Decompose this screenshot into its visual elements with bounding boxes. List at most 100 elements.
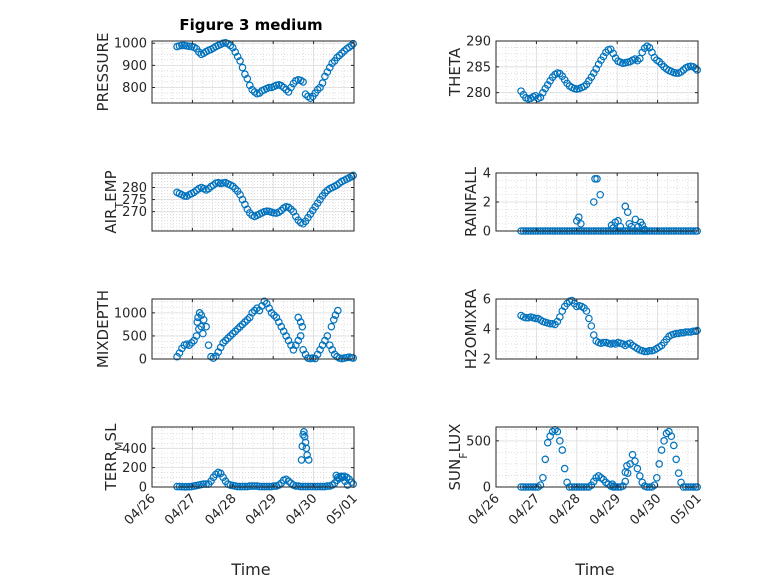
subplot-terr-msl: 0 200 400 04/26 04/27 04/28 04/29 04/30 05/01 TER…: [102, 423, 361, 528]
data-point: [328, 59, 336, 67]
data-point: [645, 346, 654, 355]
data-point: [343, 481, 352, 489]
data-point: [233, 325, 242, 333]
data-point: [248, 85, 256, 94]
data-point: [634, 222, 643, 231]
x-tick-label: 04/29: [243, 491, 280, 528]
data-point: [553, 427, 562, 436]
data-point: [195, 309, 204, 317]
data-point: [672, 455, 680, 464]
y-axis-label: TERRMSL: [102, 423, 126, 492]
data-point: [575, 213, 583, 222]
data-point: [341, 477, 349, 485]
data-point: [593, 175, 601, 183]
data-point: [599, 52, 608, 61]
y-tick-label: 800: [122, 81, 147, 96]
data-point: [221, 336, 230, 345]
data-point: [589, 69, 598, 77]
data-point: [187, 339, 196, 347]
data-point: [323, 332, 332, 340]
data-point: [265, 83, 273, 92]
data-point: [236, 322, 244, 331]
data-point: [628, 450, 637, 459]
data-point: [250, 482, 259, 490]
data-point: [587, 73, 596, 81]
data-point: [178, 41, 186, 50]
y-tick-label: 2: [483, 196, 491, 211]
x-axis-label-left: Time: [230, 560, 270, 579]
data-point: [539, 473, 547, 482]
data-point: [226, 332, 235, 340]
data-point: [297, 456, 306, 464]
data-point: [539, 88, 547, 97]
y-tick-label: 500: [466, 434, 491, 449]
data-point: [638, 48, 647, 57]
data-point: [195, 325, 203, 333]
y-tick-label: 0: [139, 481, 147, 496]
data-point: [303, 451, 311, 459]
y-tick-label: 2: [483, 353, 491, 368]
data-point: [667, 432, 676, 441]
data-point: [640, 225, 649, 234]
axes-box: [151, 40, 355, 104]
data-point: [522, 313, 530, 322]
data-point: [349, 39, 357, 48]
data-point: [299, 78, 307, 86]
data-point: [691, 64, 700, 73]
data-point: [594, 60, 603, 69]
data-point: [277, 206, 286, 215]
data-point: [657, 446, 666, 454]
y-tick-label: 4: [483, 323, 491, 338]
y-tick-label: 4: [483, 167, 491, 182]
data-point: [292, 482, 300, 490]
data-point: [219, 179, 227, 187]
data-point: [323, 482, 332, 490]
data-point: [631, 457, 639, 465]
data-point: [672, 69, 680, 77]
data-point: [655, 460, 664, 468]
axes-box: [151, 172, 355, 232]
data-point: [689, 327, 697, 336]
data-point: [340, 47, 349, 55]
data-point: [270, 209, 278, 217]
data-point: [669, 441, 678, 450]
data-point: [204, 184, 213, 193]
data-point: [231, 184, 240, 193]
data-point: [623, 461, 631, 470]
data-point: [270, 311, 278, 319]
axes-box: [151, 426, 355, 488]
data-point: [248, 482, 256, 490]
data-point: [329, 315, 338, 324]
data-point: [199, 329, 207, 338]
data-point: [300, 428, 308, 436]
data-point: [238, 320, 247, 329]
data-point: [640, 347, 649, 356]
data-point: [338, 473, 347, 482]
x-tick-label: 04/27: [162, 491, 199, 528]
data-point: [313, 85, 322, 94]
y-tick-label: 900: [122, 59, 147, 74]
data-point: [287, 83, 295, 92]
data-point: [236, 57, 244, 65]
x-tick-label: 05/01: [324, 491, 361, 528]
data-point: [298, 322, 307, 331]
x-tick-label: 04/26: [466, 491, 503, 528]
data-point: [219, 473, 227, 482]
data-point: [638, 221, 647, 230]
x-tick-label: 04/29: [587, 491, 624, 528]
data-point: [531, 314, 540, 323]
data-point: [248, 309, 256, 317]
data-point: [260, 297, 269, 306]
data-point: [262, 207, 271, 215]
data-point: [193, 318, 202, 326]
data-point: [333, 53, 341, 62]
data-point: [674, 469, 683, 477]
data-point: [245, 209, 254, 217]
data-point: [231, 327, 240, 336]
data-point: [287, 205, 295, 214]
